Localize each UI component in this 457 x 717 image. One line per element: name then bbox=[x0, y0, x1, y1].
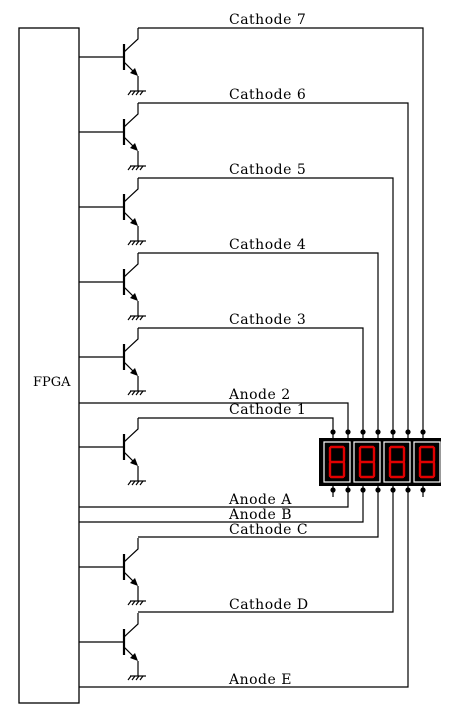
cathode-6-wire bbox=[138, 102, 409, 432]
ground-icon bbox=[127, 315, 146, 321]
npn-transistor bbox=[79, 103, 146, 171]
label-cathode-5: Cathode 5 bbox=[229, 162, 306, 178]
anode-e-wire bbox=[79, 490, 409, 688]
anode-b-wire bbox=[79, 490, 364, 523]
label-anode-a: Anode A bbox=[228, 492, 292, 508]
label-anode-2: Anode 2 bbox=[228, 387, 291, 403]
ground-icon bbox=[127, 90, 146, 96]
cathode-5-wire bbox=[138, 177, 394, 432]
cathode-7-wire bbox=[138, 27, 424, 432]
ground-icon bbox=[127, 675, 146, 681]
transistor-group bbox=[79, 28, 146, 681]
ground-icon bbox=[127, 480, 146, 486]
label-cathode-7: Cathode 7 bbox=[229, 12, 306, 28]
label-anode-e: Anode E bbox=[228, 672, 292, 688]
ground-icon bbox=[127, 600, 146, 606]
digit-cell bbox=[383, 441, 411, 483]
npn-transistor bbox=[79, 418, 146, 486]
label-cathode-4: Cathode 4 bbox=[229, 237, 306, 253]
npn-transistor bbox=[79, 328, 146, 396]
npn-transistor bbox=[79, 178, 146, 246]
digit-cell bbox=[353, 441, 381, 483]
display-pins bbox=[330, 429, 426, 493]
anode-2-wire bbox=[79, 402, 349, 432]
cathode-1-wire bbox=[138, 417, 334, 432]
ground-icon bbox=[127, 165, 146, 171]
ground-icon bbox=[127, 390, 146, 396]
npn-transistor bbox=[79, 613, 146, 681]
cathode-4-wire bbox=[138, 252, 379, 432]
label-cathode-6: Cathode 6 bbox=[229, 87, 306, 103]
label-cathode-1: Cathode 1 bbox=[229, 402, 306, 418]
label-anode-b: Anode B bbox=[228, 507, 292, 523]
digit-cell bbox=[323, 441, 351, 483]
cathode-3-wire bbox=[138, 327, 364, 432]
npn-transistor bbox=[79, 253, 146, 321]
digit-cell bbox=[413, 441, 441, 483]
ground-icon bbox=[127, 240, 146, 246]
label-cathode-c: Cathode C bbox=[229, 522, 308, 538]
cathode-c-wire bbox=[138, 490, 379, 538]
npn-transistor bbox=[79, 28, 146, 96]
label-cathode-d: Cathode D bbox=[229, 597, 309, 613]
anode-a-wire bbox=[79, 490, 349, 508]
seven-segment-display bbox=[319, 438, 441, 486]
label-cathode-3: Cathode 3 bbox=[229, 312, 306, 328]
npn-transistor bbox=[79, 538, 146, 606]
fpga-label: FPGA bbox=[33, 375, 71, 390]
fpga-block bbox=[18, 27, 80, 704]
cathode-d-wire bbox=[138, 490, 394, 613]
